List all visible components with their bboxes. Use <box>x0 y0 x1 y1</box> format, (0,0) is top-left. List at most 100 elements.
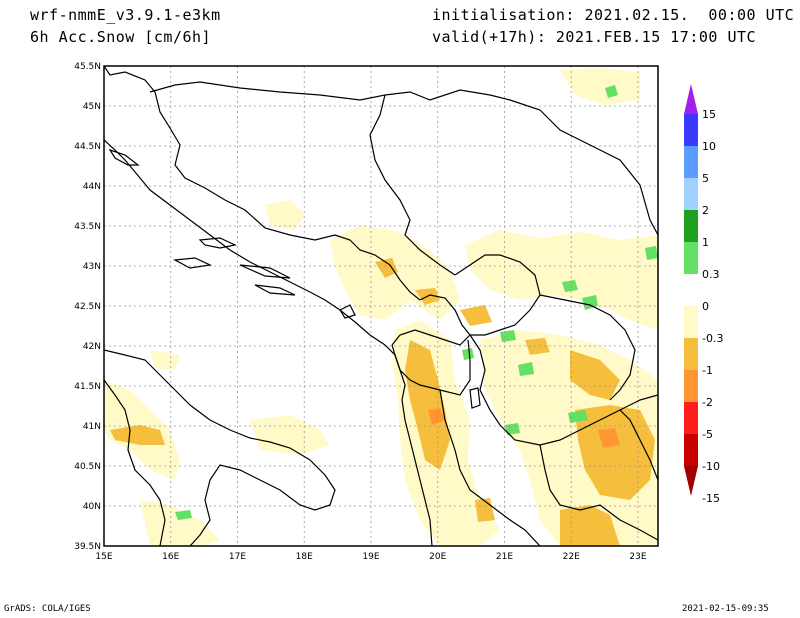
lat-tick-label: 43N <box>83 262 101 272</box>
green-spot-1 <box>605 85 618 98</box>
colorbar-segment <box>684 306 698 338</box>
colorbar-label: 0 <box>702 300 709 313</box>
macedonia-border <box>469 334 658 446</box>
bosnia-north-border <box>149 81 386 101</box>
serbia-border <box>384 89 658 236</box>
colorbar-segment <box>684 434 698 466</box>
albania-border <box>391 339 471 396</box>
lat-tick-label: 45N <box>83 102 101 112</box>
plot-frame <box>103 65 659 547</box>
green-spot-2 <box>562 280 578 292</box>
colorbar-label: -2 <box>702 396 713 409</box>
serbia-east-border <box>539 294 636 401</box>
lat-tick-label: 42N <box>83 342 101 352</box>
adriatic-coast-east <box>104 139 433 546</box>
snow-heavy-10 <box>475 498 495 522</box>
colorbar-label: 10 <box>702 140 716 153</box>
colorbar-segment <box>684 274 698 306</box>
lat-tick-label: 45.5N <box>74 62 101 72</box>
bosnia-east-border <box>369 94 456 276</box>
colorbar-segment <box>684 242 698 274</box>
grid-lines <box>104 66 658 546</box>
snow-heavy-4 <box>560 505 620 546</box>
colorbar-label: 2 <box>702 204 709 217</box>
croatia-north-border <box>104 66 336 241</box>
green-spot-5 <box>462 348 474 360</box>
lon-tick-label: 19E <box>362 552 379 562</box>
colorbar-top-arrow <box>684 84 698 114</box>
colorbar-segment <box>684 114 698 146</box>
snow-field <box>104 68 658 546</box>
colorbar-segment <box>684 338 698 370</box>
lake-ohrid <box>469 387 481 409</box>
snow-heavy-6 <box>375 258 398 278</box>
green-spot-7 <box>568 410 588 423</box>
snow-heavy-1 <box>405 340 450 470</box>
lon-tick-label: 22E <box>563 552 580 562</box>
snow-area-north <box>560 68 640 105</box>
lat-tick-label: 44.5N <box>74 142 101 152</box>
snow-area-croatia <box>265 200 305 230</box>
green-spot-8 <box>175 510 192 520</box>
lon-tick-label: 15E <box>95 552 112 562</box>
colorbar-segment <box>684 402 698 434</box>
kosovo-border <box>454 254 541 336</box>
colorbar-label: -10 <box>702 460 720 473</box>
lat-tick-labels: 45.5N 45N 44.5N 44N 43.5N 43N 42.5N 42N 41.5N 41N… <box>74 62 101 552</box>
lon-tick-label: 21E <box>496 552 513 562</box>
coastlines <box>104 66 658 546</box>
italy-coast-east <box>104 349 336 546</box>
snow-orange-2 <box>598 428 620 448</box>
colorbar-label: -15 <box>702 492 720 505</box>
albania-south-border <box>439 389 541 546</box>
footer-left: GrADS: COLA/IGES <box>4 604 91 614</box>
island-2 <box>198 237 237 249</box>
lat-tick-label: 41N <box>83 422 101 432</box>
colorbar-segment <box>684 210 698 242</box>
lon-tick-label: 16E <box>162 552 179 562</box>
island-4 <box>239 264 291 279</box>
snow-area-adriatic <box>250 415 330 455</box>
colorbar-segment <box>684 178 698 210</box>
lon-tick-labels: 15E 16E 17E 18E 19E 20E 21E 22E 23E <box>95 552 646 562</box>
lon-tick-label: 23E <box>629 552 646 562</box>
island-6 <box>339 304 356 319</box>
colorbar-segment <box>684 146 698 178</box>
colorbar-segment <box>684 370 698 402</box>
bulgaria-border <box>619 409 658 481</box>
lat-tick-label: 40N <box>83 502 101 512</box>
lat-tick-label: 41.5N <box>74 382 101 392</box>
island-1 <box>108 148 140 166</box>
island-3 <box>172 257 213 269</box>
lat-tick-label: 44N <box>83 182 101 192</box>
variable-title: 6h Acc.Snow [cm/6h] <box>30 28 212 46</box>
footer-right: 2021-02-15-09:35 <box>682 604 769 614</box>
snow-area-heel <box>150 350 180 370</box>
colorbar: 15 10 5 2 1 0.3 0 -0.3 -1 -2 -5 -10 -15 <box>684 84 723 505</box>
bosnia-south-border <box>334 234 421 301</box>
lat-tick-label: 40.5N <box>74 462 101 472</box>
valid-time: valid(+17h): 2021.FEB.15 17:00 UTC <box>432 28 757 46</box>
colorbar-label: -0.3 <box>702 332 723 345</box>
colorbar-label: 15 <box>702 108 716 121</box>
italy-coast-west <box>104 379 166 546</box>
snow-heavy-7 <box>460 305 492 326</box>
greece-border <box>539 444 658 541</box>
green-spot-6 <box>505 423 520 435</box>
lat-tick-label: 43.5N <box>74 222 101 232</box>
snow-heavy-8 <box>525 338 550 355</box>
model-title: wrf-nmmE_v3.9.1-e3km <box>30 6 221 24</box>
colorbar-bottom-arrow <box>684 466 698 496</box>
colorbar-label: 0.3 <box>702 268 720 281</box>
green-spot-10 <box>500 330 516 342</box>
colorbar-label: -5 <box>702 428 713 441</box>
colorbar-label: 1 <box>702 236 709 249</box>
montenegro-border <box>391 294 471 346</box>
snow-orange-1 <box>428 408 445 425</box>
green-spot-4 <box>518 362 534 376</box>
lon-tick-label: 20E <box>429 552 446 562</box>
init-time: initialisation: 2021.02.15. 00:00 UTC <box>432 6 795 24</box>
lon-tick-label: 17E <box>229 552 246 562</box>
lon-tick-label: 18E <box>296 552 313 562</box>
